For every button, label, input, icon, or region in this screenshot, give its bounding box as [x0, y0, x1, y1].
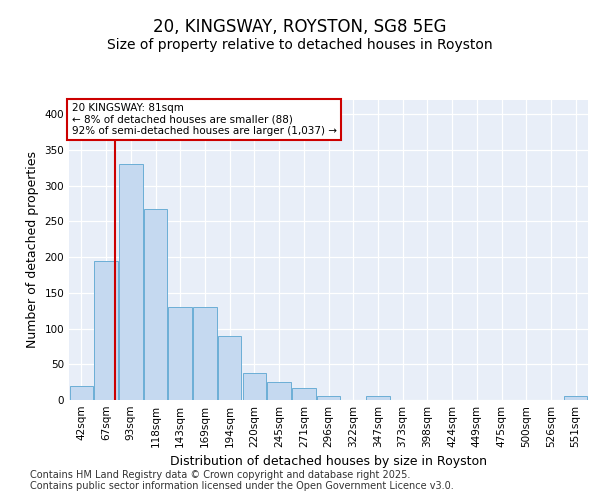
Bar: [268, 382, 291, 400]
Bar: [144, 208, 167, 400]
Bar: [242, 373, 266, 400]
Bar: [169, 307, 192, 400]
Bar: [292, 388, 316, 400]
Bar: [193, 307, 217, 400]
Text: Contains HM Land Registry data © Crown copyright and database right 2025.: Contains HM Land Registry data © Crown c…: [30, 470, 410, 480]
Text: Size of property relative to detached houses in Royston: Size of property relative to detached ho…: [107, 38, 493, 52]
Bar: [94, 260, 118, 400]
Text: Contains public sector information licensed under the Open Government Licence v3: Contains public sector information licen…: [30, 481, 454, 491]
Y-axis label: Number of detached properties: Number of detached properties: [26, 152, 39, 348]
Bar: [564, 396, 587, 400]
Text: 20, KINGSWAY, ROYSTON, SG8 5EG: 20, KINGSWAY, ROYSTON, SG8 5EG: [153, 18, 447, 36]
Bar: [218, 336, 241, 400]
Bar: [119, 164, 143, 400]
X-axis label: Distribution of detached houses by size in Royston: Distribution of detached houses by size …: [170, 456, 487, 468]
Text: 20 KINGSWAY: 81sqm
← 8% of detached houses are smaller (88)
92% of semi-detached: 20 KINGSWAY: 81sqm ← 8% of detached hous…: [71, 103, 337, 136]
Bar: [366, 396, 389, 400]
Bar: [317, 396, 340, 400]
Bar: [70, 386, 93, 400]
